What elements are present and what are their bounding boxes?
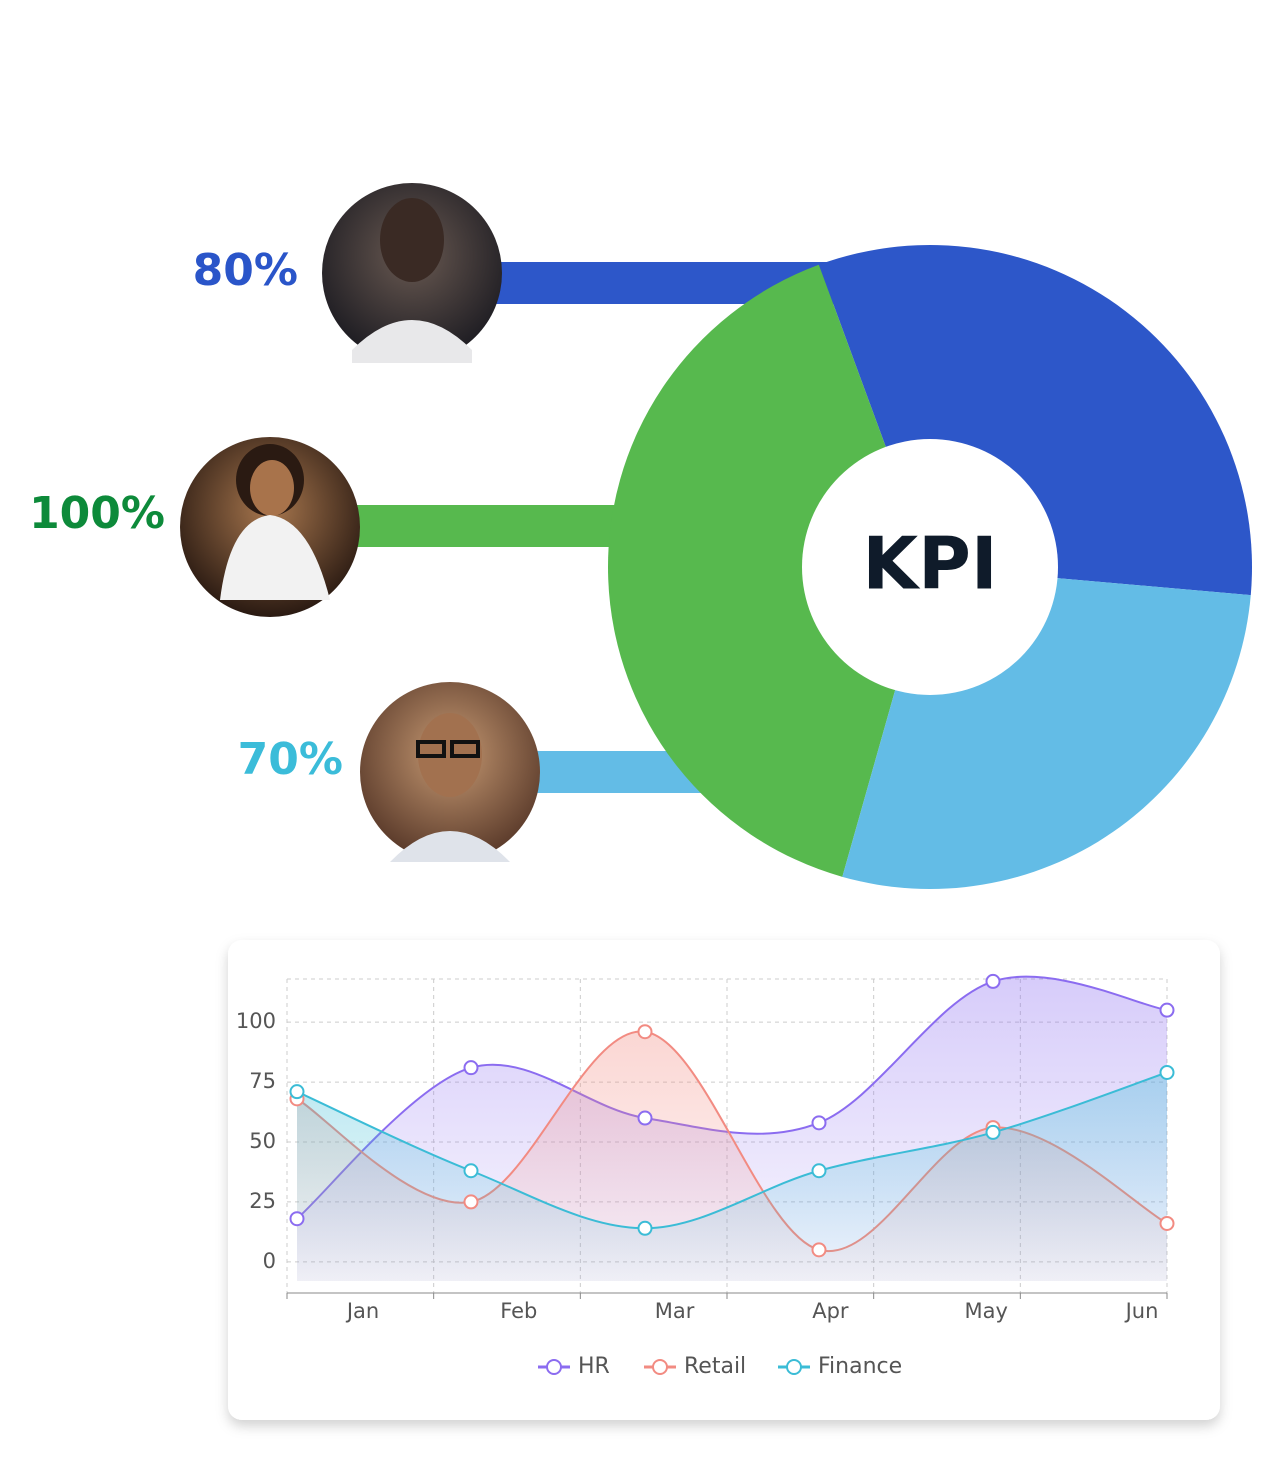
- x-tick-label: Jun: [1124, 1299, 1159, 1323]
- point: [289, 1084, 305, 1100]
- point: [637, 1024, 653, 1040]
- point: [637, 1220, 653, 1236]
- point: [985, 1124, 1001, 1140]
- photo: [180, 437, 360, 617]
- x-tick-label: Feb: [500, 1299, 537, 1323]
- x-tick-label: Jan: [345, 1299, 379, 1323]
- point: [1159, 1002, 1175, 1018]
- point: [811, 1163, 827, 1179]
- point: [289, 1211, 305, 1227]
- point: [1159, 1064, 1175, 1080]
- point: [811, 1115, 827, 1131]
- photo: [322, 183, 502, 363]
- center-label: KPI: [862, 522, 997, 606]
- y-tick-label: 75: [249, 1069, 276, 1093]
- point: [811, 1242, 827, 1258]
- connector-bar: [350, 505, 650, 547]
- x-tick-label: May: [964, 1299, 1007, 1323]
- line-chart: 0 25 50 75 100 Jan Feb Mar Apr May Jun HR Retail Fina…: [236, 973, 1175, 1379]
- x-tick-label: Mar: [655, 1299, 695, 1323]
- x-tick-label: Apr: [812, 1299, 849, 1323]
- y-tick-label: 100: [236, 1009, 276, 1033]
- value-label: 70%: [238, 734, 343, 785]
- donut-hole: [802, 439, 1058, 695]
- point: [637, 1110, 653, 1126]
- legend-swatch: [786, 1359, 802, 1375]
- value-label: 100%: [29, 488, 165, 539]
- point: [463, 1194, 479, 1210]
- point: [1159, 1215, 1175, 1231]
- donut-segment: [608, 264, 930, 877]
- legend-label[interactable]: Finance: [818, 1354, 902, 1379]
- y-tick-label: 0: [263, 1249, 276, 1273]
- legend-label[interactable]: Retail: [684, 1354, 746, 1379]
- point: [985, 973, 1001, 989]
- y-tick-label: 25: [249, 1189, 276, 1213]
- y-tick-label: 50: [249, 1129, 276, 1153]
- photo: [360, 682, 540, 862]
- legend-swatch: [546, 1359, 562, 1375]
- legend-label[interactable]: HR: [578, 1354, 610, 1379]
- value-label: 80%: [193, 245, 298, 296]
- point: [463, 1163, 479, 1179]
- donut-chart: KPI: [350, 245, 1252, 889]
- legend-swatch: [652, 1359, 668, 1375]
- line: [296, 1071, 1168, 1230]
- area: [297, 1072, 1167, 1281]
- point: [463, 1060, 479, 1076]
